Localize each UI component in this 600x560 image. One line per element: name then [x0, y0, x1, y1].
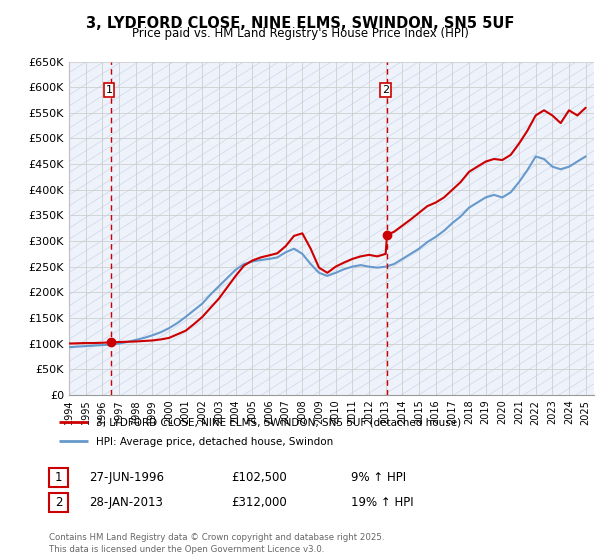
Text: 27-JUN-1996: 27-JUN-1996: [89, 470, 164, 484]
Text: HPI: Average price, detached house, Swindon: HPI: Average price, detached house, Swin…: [95, 437, 333, 446]
Text: 2: 2: [55, 496, 62, 509]
Text: Contains HM Land Registry data © Crown copyright and database right 2025.
This d: Contains HM Land Registry data © Crown c…: [49, 533, 385, 554]
Text: £312,000: £312,000: [231, 496, 287, 509]
Text: 28-JAN-2013: 28-JAN-2013: [89, 496, 163, 509]
Text: 3, LYDFORD CLOSE, NINE ELMS, SWINDON, SN5 5UF (detached house): 3, LYDFORD CLOSE, NINE ELMS, SWINDON, SN…: [95, 418, 461, 428]
Text: Price paid vs. HM Land Registry's House Price Index (HPI): Price paid vs. HM Land Registry's House …: [131, 27, 469, 40]
Text: 3, LYDFORD CLOSE, NINE ELMS, SWINDON, SN5 5UF: 3, LYDFORD CLOSE, NINE ELMS, SWINDON, SN…: [86, 16, 514, 31]
Text: 1: 1: [106, 85, 112, 95]
Text: 2: 2: [382, 85, 389, 95]
Text: 9% ↑ HPI: 9% ↑ HPI: [351, 470, 406, 484]
Text: 19% ↑ HPI: 19% ↑ HPI: [351, 496, 413, 509]
Text: £102,500: £102,500: [231, 470, 287, 484]
Text: 1: 1: [55, 470, 62, 484]
